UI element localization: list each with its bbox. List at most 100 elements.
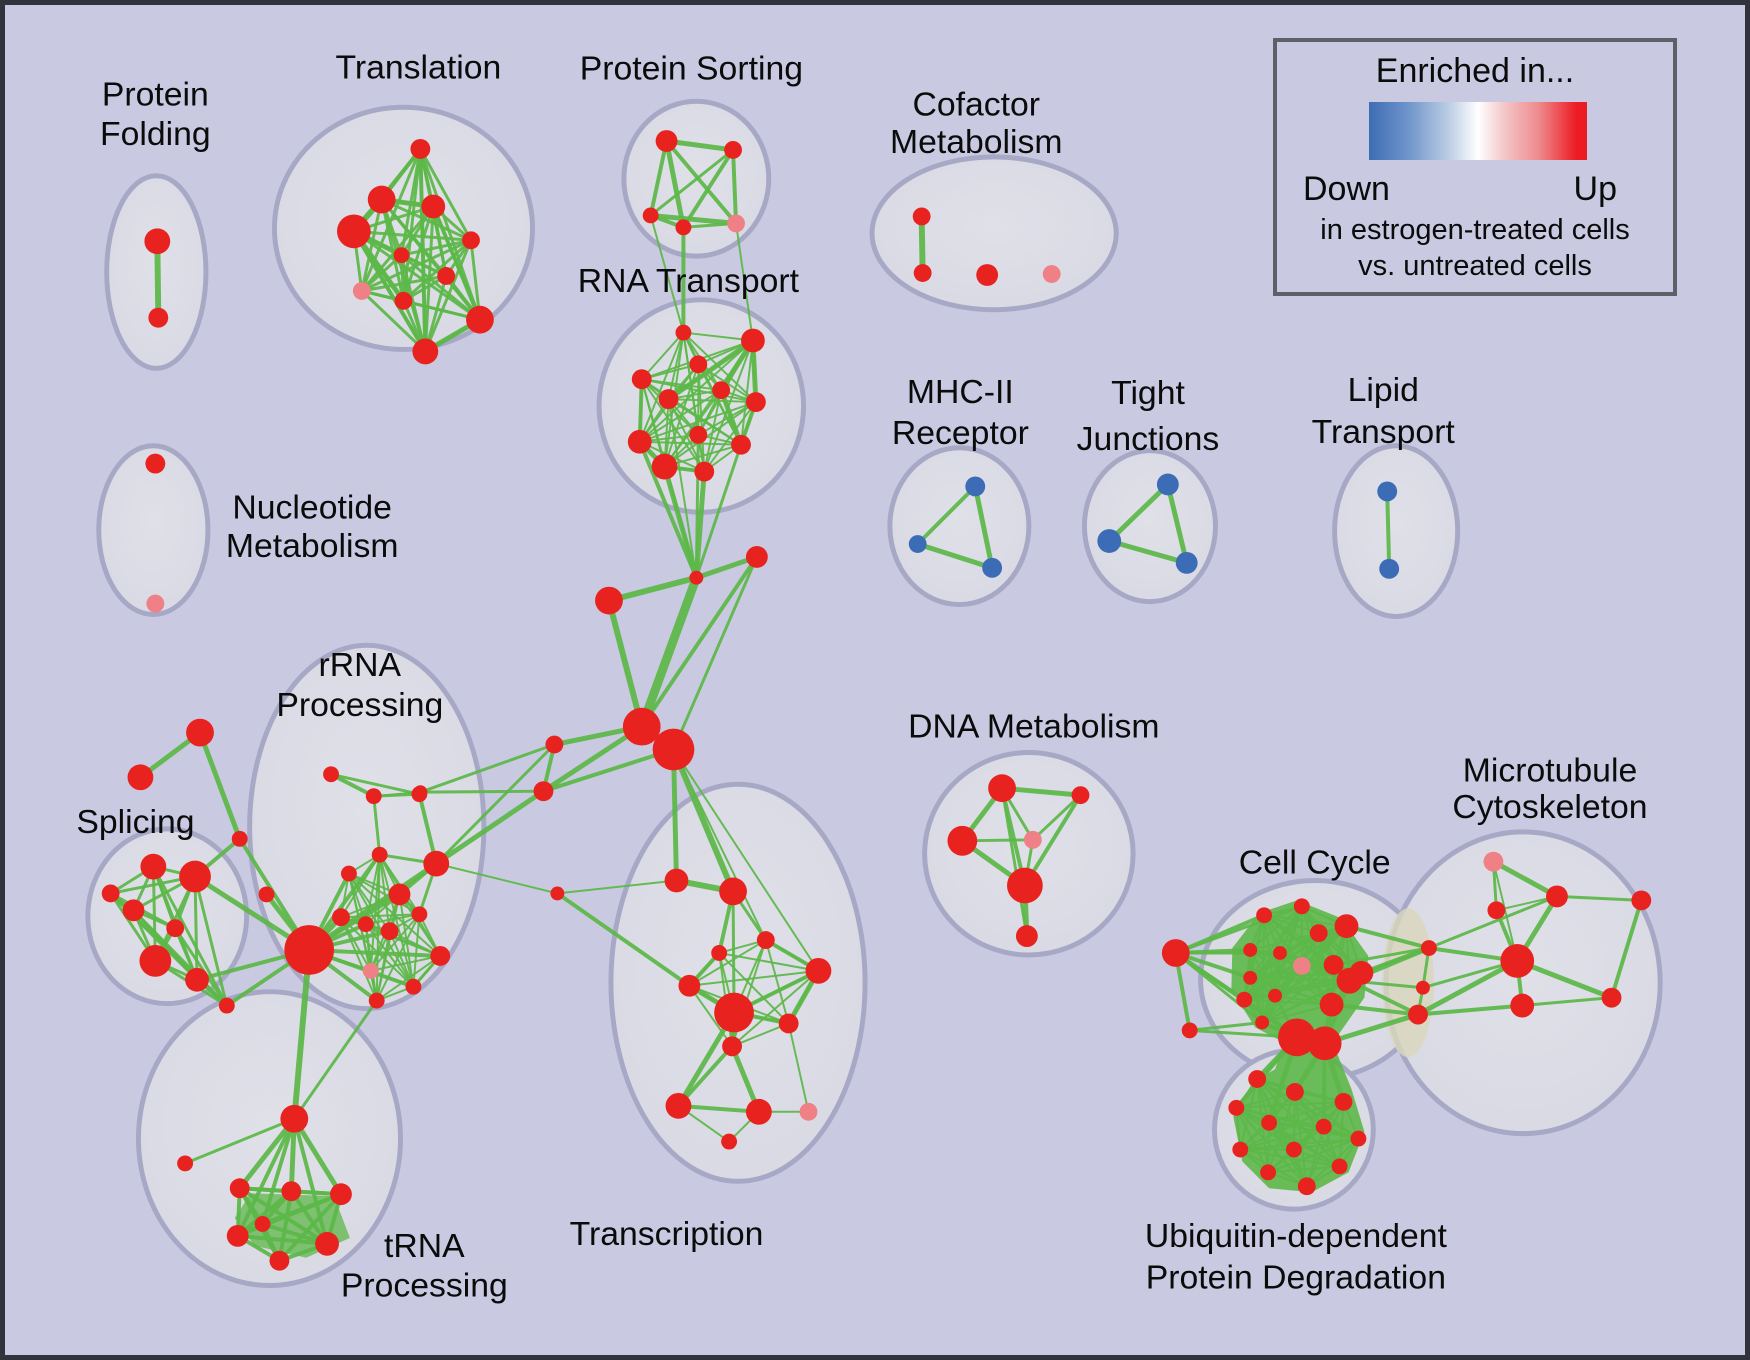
network-node-85 — [226, 1224, 249, 1247]
cluster-label-rrna-processing-line1: rRNA — [319, 646, 402, 684]
network-edge — [291, 947, 313, 1122]
network-node-115 — [1243, 943, 1258, 957]
network-node-83 — [281, 1181, 302, 1202]
network-node-100 — [1379, 558, 1400, 579]
network-node-87 — [269, 1250, 290, 1271]
network-edge — [688, 984, 734, 1048]
network-node-129 — [1415, 980, 1430, 995]
network-node-14 — [724, 140, 742, 159]
network-edge — [1106, 538, 1190, 566]
network-edge — [787, 1022, 810, 1113]
network-edge — [605, 574, 700, 604]
network-node-121 — [1349, 960, 1374, 985]
network-edge — [1344, 924, 1431, 950]
network-node-25 — [689, 425, 708, 444]
network-node-89 — [912, 207, 931, 226]
network-edge — [1261, 905, 1303, 1024]
network-edge — [703, 389, 723, 473]
network-edge — [431, 204, 482, 322]
network-edge — [1239, 1148, 1341, 1168]
network-edge — [764, 939, 790, 1025]
network-edge — [260, 1116, 297, 1226]
network-edge — [731, 889, 736, 1015]
color-gradient-bar — [1369, 102, 1587, 160]
network-node-99 — [1377, 481, 1398, 502]
network-edge — [667, 398, 757, 404]
network-node-70 — [388, 883, 411, 906]
network-edge — [434, 743, 556, 866]
network-node-39 — [550, 886, 565, 901]
network-edge — [637, 573, 701, 732]
network-edge — [915, 541, 995, 571]
network-edge — [329, 772, 376, 799]
network-node-126 — [1278, 1018, 1316, 1057]
network-node-52 — [721, 1133, 738, 1150]
cluster-label-mhc-ii-receptor-line2: Receptor — [892, 414, 1029, 452]
network-edge — [664, 139, 739, 226]
network-node-81 — [177, 1155, 194, 1172]
network-edge — [291, 1116, 344, 1197]
network-node-50 — [745, 1098, 772, 1125]
network-edge — [375, 913, 421, 1002]
network-edge — [1249, 905, 1303, 951]
network-node-144 — [1232, 1141, 1249, 1158]
network-edge — [418, 147, 473, 242]
network-edge — [398, 893, 442, 957]
network-node-139 — [1285, 1083, 1304, 1101]
network-node-5 — [421, 194, 446, 219]
network-edge — [1292, 1137, 1360, 1151]
cluster-label-nucleotide-metabolism-line2: Metabolism — [226, 527, 399, 565]
cluster-label-rrna-processing-line2: Processing — [276, 686, 443, 724]
network-edge — [731, 969, 820, 1048]
network-node-125 — [1255, 1015, 1270, 1030]
network-edge — [638, 401, 757, 443]
network-node-104 — [1071, 786, 1090, 805]
network-edge — [649, 214, 685, 334]
cluster-ellipse-transcription — [608, 781, 868, 1184]
network-node-128 — [1420, 940, 1437, 956]
network-edge — [541, 747, 676, 794]
network-edge — [718, 951, 820, 972]
network-node-88 — [254, 1216, 271, 1232]
network-edge — [375, 954, 442, 1002]
network-edge — [235, 1116, 297, 1238]
network-edge — [351, 229, 428, 354]
network-edge — [1555, 894, 1643, 902]
network-edge — [235, 1233, 330, 1246]
network-node-56 — [140, 853, 167, 880]
network-edge — [1243, 963, 1335, 1001]
network-edge — [1235, 1090, 1296, 1109]
network-node-140 — [1228, 1099, 1245, 1116]
cluster-label-trna-processing-line1: tRNA — [384, 1227, 465, 1265]
network-node-96 — [1156, 473, 1179, 496]
network-edge — [667, 398, 698, 579]
network-edge — [694, 443, 743, 580]
network-node-34 — [652, 728, 695, 771]
network-edge — [277, 1192, 343, 1263]
network-node-118 — [1323, 954, 1344, 975]
network-node-72 — [332, 908, 350, 927]
cluster-label-protein-folding-line2: Folding — [100, 115, 211, 153]
network-edge — [329, 772, 421, 796]
network-node-17 — [727, 214, 745, 233]
network-edge — [649, 148, 735, 217]
network-edge — [1267, 1137, 1360, 1174]
network-node-78 — [405, 978, 422, 995]
network-node-26 — [627, 429, 652, 454]
network-edge — [718, 951, 790, 1025]
network-edge — [740, 339, 754, 446]
network-node-74 — [380, 922, 399, 941]
network-node-112 — [1293, 898, 1310, 915]
legend-caption-line2: vs. untreated cells — [1358, 250, 1592, 282]
network-node-111 — [1256, 907, 1273, 924]
cluster-label-translation: Translation — [336, 49, 502, 87]
network-edge — [1293, 1090, 1308, 1188]
network-node-22 — [712, 381, 731, 400]
network-node-6 — [462, 231, 480, 250]
network-node-123 — [1268, 988, 1282, 1003]
network-edge — [666, 338, 756, 402]
network-node-41 — [719, 877, 747, 906]
network-edge — [676, 1044, 735, 1108]
network-edge — [556, 879, 678, 895]
